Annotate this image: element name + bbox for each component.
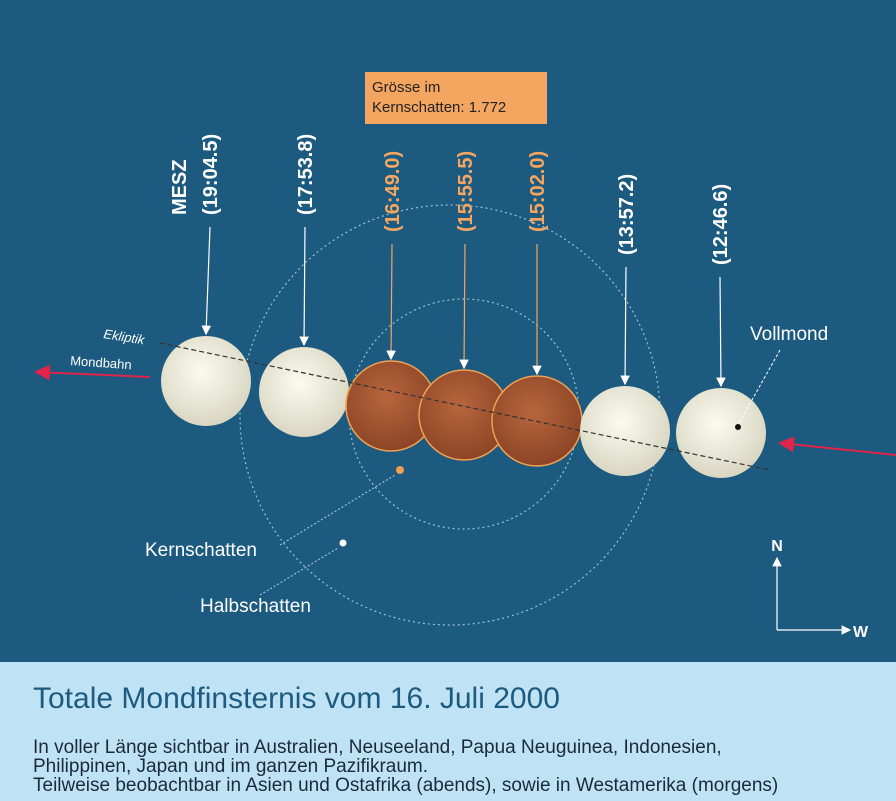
moon xyxy=(580,386,670,476)
time-label: (16:49.0) xyxy=(382,151,404,232)
description-line: Philippinen, Japan und im ganzen Pazifik… xyxy=(33,756,428,777)
time-label: (15:55.5) xyxy=(455,151,477,232)
diagram: Ekliptik Mondbahn Vollmond Kernschatten … xyxy=(0,0,896,801)
time-label: (17:53.8) xyxy=(295,134,317,215)
time-label: (15:02.0) xyxy=(527,151,549,232)
north-label: N xyxy=(771,538,783,555)
page: Ekliptik Mondbahn Vollmond Kernschatten … xyxy=(0,0,896,801)
moon xyxy=(161,336,251,426)
umbra-center xyxy=(396,466,404,474)
title: Totale Mondfinsternis vom 16. Juli 2000 xyxy=(33,682,560,715)
full-moon-dot xyxy=(735,424,741,430)
umbra-label: Kernschatten xyxy=(145,540,257,561)
annotation-line: Kernschatten: 1.772 xyxy=(372,99,506,116)
time-label: (12:46.6) xyxy=(710,184,732,265)
full-moon-label: Vollmond xyxy=(750,324,828,345)
time-label: (13:57.2) xyxy=(616,174,638,255)
west-label: W xyxy=(853,624,869,641)
penumbra-label: Halbschatten xyxy=(200,596,311,617)
time-label: (19:04.5) xyxy=(200,134,222,215)
description-line: In voller Länge sichtbar in Australien, … xyxy=(33,737,722,758)
moon xyxy=(676,388,766,478)
annotation-line: Grösse im xyxy=(372,79,440,96)
moon xyxy=(259,347,349,437)
timezone-label: MESZ xyxy=(169,159,191,215)
description-line: Teilweise beobachtbar in Asien und Ostaf… xyxy=(33,775,778,796)
penumbra-center xyxy=(340,540,347,547)
